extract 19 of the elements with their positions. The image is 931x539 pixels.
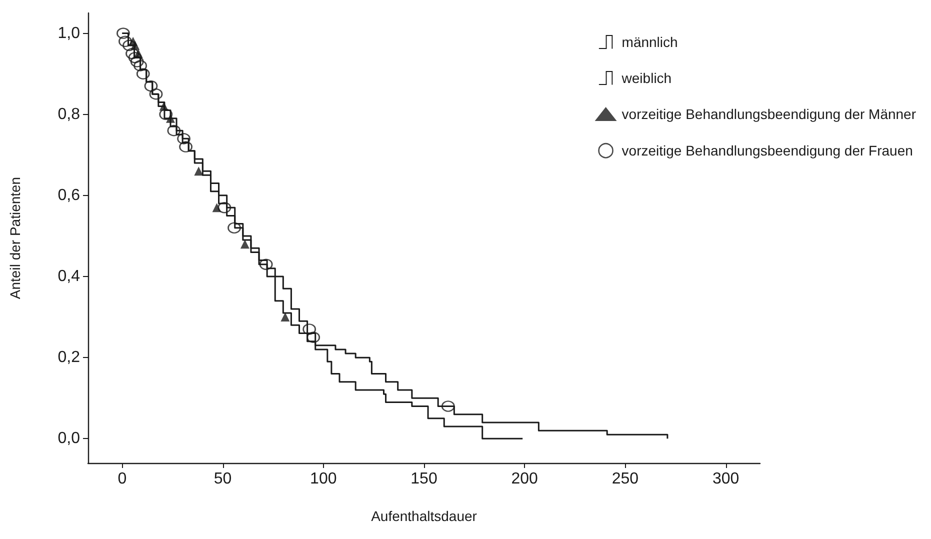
legend-label: männlich: [622, 34, 678, 50]
y-axis-title: Anteil der Patienten: [7, 176, 23, 300]
x-tick-label: 0: [118, 470, 127, 488]
legend-label: vorzeitige Behandlungsbeendigung der Frauen: [622, 142, 913, 159]
x-tick-label: 100: [310, 470, 337, 488]
y-tick-label: 0,4: [58, 268, 80, 286]
x-tick-label: 200: [511, 470, 538, 488]
x-axis-title: Aufenthaltsdauer: [371, 508, 478, 524]
x-tick-label: 250: [612, 470, 639, 488]
y-tick-label: 0,6: [58, 186, 80, 204]
x-tick-label: 50: [214, 470, 232, 488]
legend-label: weiblich: [620, 70, 672, 86]
legend-label: vorzeitige Behandlungsbeendigung der Männer: [622, 106, 916, 122]
y-tick-label: 1,0: [58, 24, 80, 42]
x-tick-label: 300: [712, 470, 740, 488]
y-tick-label: 0,8: [58, 106, 80, 123]
y-tick-label: 0,2: [58, 349, 80, 366]
x-tick-label: 150: [410, 470, 438, 488]
y-tick-label: 0,0: [58, 430, 80, 448]
